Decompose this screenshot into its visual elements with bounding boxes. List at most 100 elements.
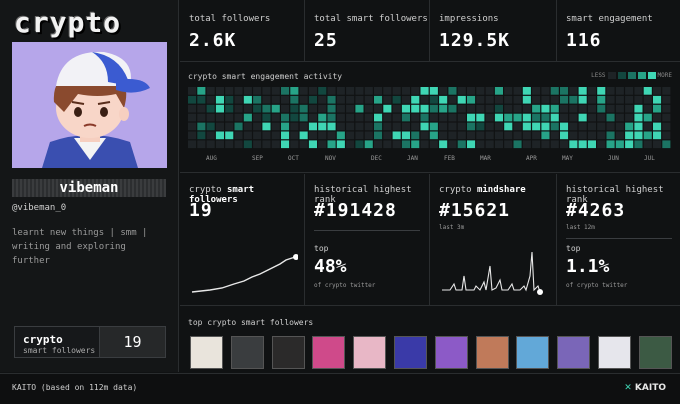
- heatmap-legend: LESS MORE: [591, 72, 672, 79]
- heatmap-cell: [522, 87, 531, 95]
- heatmap-cell: [457, 131, 466, 140]
- heatmap-cell: [374, 131, 383, 140]
- heatmap-cell: [560, 140, 569, 149]
- heatmap-cell: [299, 104, 308, 113]
- heatmap-cell: [625, 140, 634, 149]
- heatmap-cell: [587, 104, 596, 113]
- month-label: APR: [526, 155, 537, 162]
- heatmap-cell: [253, 104, 262, 113]
- heatmap-cell: [271, 131, 280, 140]
- heatmap-cell: [606, 104, 615, 113]
- follower-avatar[interactable]: [638, 336, 672, 369]
- heatmap-cell: [504, 95, 513, 104]
- heatmap-cell: [346, 104, 355, 113]
- heatmap-cell: [662, 104, 671, 113]
- heatmap-cell: [485, 104, 494, 113]
- heatmap-cell: [615, 140, 624, 149]
- heatmap-cell: [243, 140, 252, 149]
- heatmap-cell: [494, 122, 503, 131]
- kaito-logo: ✕ KAITO: [624, 383, 666, 393]
- follower-avatar[interactable]: [271, 336, 305, 369]
- heatmap-cell: [188, 122, 197, 131]
- legend-more: MORE: [657, 72, 672, 79]
- heatmap-cell: [243, 113, 252, 122]
- heatmap-cell: [653, 122, 662, 131]
- heatmap-cell: [560, 113, 569, 122]
- heatmap-cell: [336, 87, 345, 95]
- heatmap-cell: [541, 140, 550, 149]
- follower-avatar[interactable]: [394, 336, 427, 369]
- heatmap-cell: [234, 140, 243, 149]
- heatmap-cell: [597, 122, 606, 131]
- heatmap-cell: [643, 87, 652, 95]
- heatmap-cell: [560, 104, 569, 113]
- stat-total-followers: total followers 2.6K: [180, 0, 305, 62]
- heatmap-cell: [327, 113, 336, 122]
- heatmap-cell: [578, 122, 587, 131]
- heatmap-cell: [215, 95, 224, 104]
- heatmap-cell: [457, 87, 466, 95]
- heatmap-cell: [494, 113, 503, 122]
- avatar-illustration: [12, 42, 167, 168]
- heatmap-cell: [225, 122, 234, 131]
- name-plate: [12, 179, 166, 197]
- heatmap-cell: [615, 131, 624, 140]
- heatmap-cell: [336, 95, 345, 104]
- heatmap-cell: [662, 131, 671, 140]
- heatmap-cell: [290, 87, 299, 95]
- heatmap-cell: [346, 87, 355, 95]
- heatmap-cell: [513, 104, 522, 113]
- username[interactable]: @vibeman_0: [12, 203, 67, 213]
- heatmap-cell: [448, 113, 457, 122]
- follower-avatar[interactable]: [475, 336, 509, 369]
- heatmap-cell: [383, 140, 392, 149]
- heatmap-cell: [494, 131, 503, 140]
- heatmap-cell: [262, 131, 271, 140]
- heatmap-cell: [336, 122, 345, 131]
- month-label: FEB: [444, 155, 455, 162]
- heatmap-cell: [234, 122, 243, 131]
- heatmap-cell: [643, 140, 652, 149]
- heatmap-cell: [615, 113, 624, 122]
- heatmap-cell: [439, 113, 448, 122]
- heatmap-cell: [318, 87, 327, 95]
- follower-avatar[interactable]: [312, 336, 346, 369]
- heatmap-cell: [364, 104, 373, 113]
- heatmap-title: crypto smart engagement activity: [188, 72, 343, 81]
- heatmap-cell: [318, 122, 327, 131]
- metric-value: #15621: [439, 200, 511, 221]
- heatmap-cell: [653, 140, 662, 149]
- metric-label: historical highest rank: [566, 185, 664, 205]
- heatmap-cell: [262, 95, 271, 104]
- heatmap-cell: [550, 95, 559, 104]
- stat-value: 129.5K: [439, 30, 511, 51]
- metric-label: crypto mindshare: [439, 185, 526, 195]
- heatmap-cell: [513, 131, 522, 140]
- follower-avatar[interactable]: [230, 336, 264, 369]
- top-percent: 48%: [314, 256, 347, 277]
- follower-avatar[interactable]: [434, 336, 468, 369]
- follower-avatar[interactable]: [557, 336, 591, 369]
- heatmap-cell: [188, 140, 197, 149]
- follower-avatar[interactable]: [598, 336, 631, 369]
- heatmap-cell: [215, 131, 224, 140]
- heatmap-cell: [587, 131, 596, 140]
- heatmap-cell: [662, 87, 671, 95]
- heatmap-cell: [327, 87, 336, 95]
- follower-avatar[interactable]: [353, 336, 387, 369]
- legend-swatch: [637, 72, 646, 79]
- heatmap-cell: [411, 131, 420, 140]
- heatmap-cell: [569, 122, 578, 131]
- heatmap-cell: [299, 87, 308, 95]
- follower-avatar[interactable]: [516, 336, 550, 369]
- metric-label: historical highest rank: [314, 185, 412, 205]
- heatmap-cell: [327, 122, 336, 131]
- heatmap-cell: [494, 140, 503, 149]
- heatmap-cell: [634, 87, 643, 95]
- heatmap-cell: [355, 87, 364, 95]
- follower-avatar[interactable]: [190, 336, 223, 369]
- heatmap-cell: [206, 140, 215, 149]
- heatmap-cell: [420, 131, 429, 140]
- smart-followers-box: crypto smart followers 19: [14, 326, 166, 358]
- heatmap-cell: [346, 131, 355, 140]
